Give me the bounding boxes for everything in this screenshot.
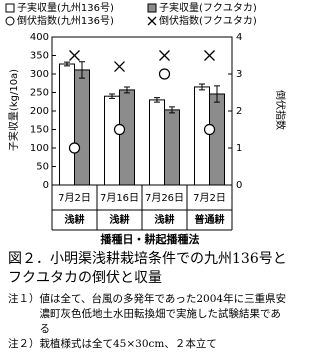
legend-swatch: [147, 16, 157, 26]
marker: [203, 123, 216, 136]
note: 注１） 値は全て、台風の多発年であった2004年に三重県安濃町灰色低地土水田転換畑…: [8, 292, 290, 337]
caption: 図２．小明渠浅耕栽培条件での九州136号とフクユタカの倒伏と収量: [8, 251, 287, 286]
y2-tick-label: 4: [236, 32, 242, 43]
error-bar: [154, 97, 160, 103]
x-tick-label: 7月2日: [58, 192, 91, 204]
x-tick-label: 7月26日: [145, 192, 184, 204]
page: 播種日・耕起播種法 子実収量(kg/10a) 倒伏指数 子実収量(九州136号)…: [5, 1, 290, 352]
note-text: 栽植様式は全て45×30cm、２本立て: [39, 338, 217, 350]
y-tick-label: 250: [30, 88, 49, 99]
marker: [114, 61, 125, 73]
bar: [104, 95, 120, 186]
notes: 注１） 値は全て、台風の多発年であった2004年に三重県安濃町灰色低地土水田転換畑…: [8, 292, 290, 352]
y-tick-label: 100: [30, 143, 49, 154]
bar: [194, 86, 210, 186]
error-bar: [79, 61, 85, 79]
legend-swatch: [147, 3, 157, 13]
note-label: 注１）: [8, 293, 40, 305]
y-tick-label: 200: [30, 106, 49, 117]
y2-tick-label: 3: [236, 69, 242, 80]
marker: [69, 50, 80, 61]
bar: [59, 63, 75, 186]
error-bar: [64, 61, 70, 67]
marker: [158, 68, 171, 80]
y2-tick-label: 2: [236, 106, 242, 117]
y-tick-label: 400: [30, 32, 49, 43]
y-tick-label: 350: [30, 51, 49, 62]
y2-tick-label: 1: [236, 143, 242, 154]
x-group-label: 普通耕: [195, 213, 225, 226]
legend-label: 子実収量(フクユタカ): [159, 1, 257, 14]
bar: [149, 99, 165, 186]
x-axis-title: 播種日・耕起播種法: [101, 232, 200, 246]
y2-tick-label: 0: [236, 180, 242, 191]
bar: [119, 89, 135, 186]
y-axis-title: 子実収量(kg/10a): [7, 69, 20, 151]
marker: [204, 50, 215, 61]
x-group-label: 浅耕: [110, 213, 130, 226]
y-tick-label: 300: [30, 69, 49, 80]
x-group-label: 浅耕: [65, 213, 85, 226]
legend-swatch: [5, 3, 15, 13]
bar: [74, 69, 90, 186]
error-bar: [199, 83, 205, 91]
y-tick-label: 50: [36, 162, 49, 173]
note-text: 値は全て、台風の多発年であった2004年に三重県安濃町灰色低地土水田転換畑で実施…: [39, 293, 287, 335]
bar: [164, 109, 180, 186]
error-bar: [169, 106, 175, 114]
x-tick-label: 7月16日: [100, 192, 139, 204]
marker: [68, 142, 81, 154]
note-label: 注２）: [8, 338, 40, 350]
marker: [159, 50, 170, 61]
note: 注２） 栽植様式は全て45×30cm、２本立て: [8, 337, 290, 352]
x-tick-label: 7月2日: [193, 192, 226, 204]
error-bar: [109, 93, 115, 99]
legend-swatch: [5, 16, 15, 26]
y-tick-label: 150: [30, 125, 49, 136]
y2-axis-title: 倒伏指数: [274, 90, 287, 130]
y-tick-label: 0: [43, 180, 49, 191]
chart: 播種日・耕起播種法 子実収量(kg/10a) 倒伏指数 子実収量(九州136号)…: [5, 1, 287, 246]
marker: [113, 123, 126, 136]
legend-label: 倒伏指数(フクユタカ): [159, 14, 257, 27]
error-bar: [214, 85, 220, 103]
error-bar: [124, 86, 130, 94]
bar: [209, 93, 225, 186]
legend-label: 子実収量(九州136号): [17, 1, 114, 14]
x-group-label: 浅耕: [155, 213, 175, 226]
legend-label: 倒伏指数(九州136号): [17, 14, 114, 27]
